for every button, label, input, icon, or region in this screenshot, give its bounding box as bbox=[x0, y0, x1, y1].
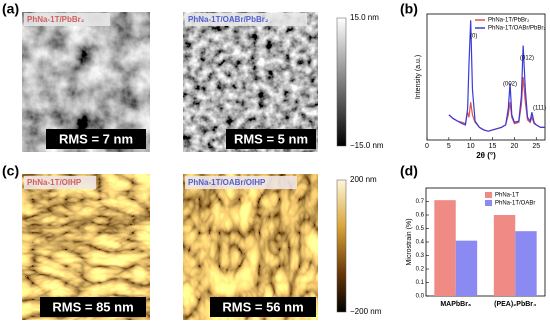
afm-image bbox=[183, 12, 318, 152]
x-tick-label: 10 bbox=[467, 143, 475, 150]
peak-label: (0) bbox=[470, 34, 477, 40]
y-tick-label: 0.0 bbox=[416, 294, 425, 300]
panel-label: (a) bbox=[2, 1, 19, 17]
afm-image bbox=[22, 12, 150, 152]
legend-label: PhNa-1T/OABr bbox=[495, 201, 535, 207]
x-tick-label: 15 bbox=[489, 143, 497, 150]
afm-image bbox=[22, 174, 150, 320]
y-axis-label: Intensity (a.u.) bbox=[415, 55, 422, 99]
y-tick-label: 0.2 bbox=[416, 267, 425, 273]
colorbar bbox=[336, 179, 347, 313]
image-caption: PhNa-1T/PbBr₂ bbox=[27, 15, 85, 24]
y-tick-label: 0.5 bbox=[416, 226, 425, 232]
afm-image bbox=[183, 174, 318, 320]
image-caption: PhNa-1T/OIHP bbox=[27, 178, 82, 187]
bar bbox=[515, 231, 537, 296]
panel-label: (d) bbox=[400, 163, 418, 179]
rms-label: RMS = 7 nm bbox=[59, 131, 133, 146]
bar bbox=[455, 240, 478, 296]
plot-frame bbox=[426, 13, 546, 141]
y-tick-label: 0.1 bbox=[416, 280, 425, 286]
bar bbox=[493, 215, 516, 296]
rms-box bbox=[46, 129, 146, 149]
y-axis-label: Microstrain (%) bbox=[406, 218, 413, 265]
caption-box bbox=[24, 13, 110, 26]
legend-label: PhNa-1T bbox=[495, 193, 519, 199]
rms-label: RMS = 5 nm bbox=[234, 131, 308, 146]
legend-label: PhNa-1T/OABr/PbBr₂ bbox=[488, 26, 546, 32]
y-tick-label: 0.6 bbox=[416, 213, 425, 219]
caption-box bbox=[185, 176, 297, 189]
caption-box bbox=[185, 13, 307, 26]
line-series bbox=[448, 20, 545, 132]
peak-label: (002) bbox=[503, 82, 517, 88]
y-tick-label: 0.7 bbox=[416, 199, 425, 205]
x-tick-label: 0 bbox=[425, 143, 429, 150]
image-caption: PhNa-1T/OABr/OIHP bbox=[188, 178, 266, 187]
rms-box bbox=[226, 129, 316, 149]
legend-label: PhNa-1T/PbBr₂ bbox=[488, 18, 530, 24]
rms-label: RMS = 56 nm bbox=[222, 299, 303, 314]
image-caption: PhNa-1T/OABr/PbBr₂ bbox=[188, 15, 269, 24]
rms-label: RMS = 85 nm bbox=[52, 299, 133, 314]
colorbar-min: −200 nm bbox=[350, 307, 382, 316]
x-axis-label: 2θ (°) bbox=[476, 151, 496, 160]
colorbar bbox=[336, 17, 347, 147]
y-tick-label: 0.3 bbox=[416, 253, 425, 259]
caption-box bbox=[24, 176, 96, 189]
rms-box bbox=[40, 297, 146, 317]
panel-label: (b) bbox=[400, 1, 418, 17]
x-tick-label: MAPbBr₃ bbox=[440, 301, 471, 308]
bar bbox=[434, 200, 456, 296]
x-tick-label: 20 bbox=[511, 143, 519, 150]
rms-box bbox=[210, 297, 316, 317]
x-tick-label: (PEA)₂PbBr₄ bbox=[494, 301, 536, 308]
legend-swatch bbox=[485, 192, 492, 198]
panel-label: (c) bbox=[2, 163, 19, 179]
line-series bbox=[448, 76, 545, 132]
colorbar-max: 15.0 nm bbox=[350, 13, 379, 22]
peak-label: (111) bbox=[533, 106, 546, 112]
peak-label: (012) bbox=[520, 56, 534, 62]
colorbar-min: −15.0 nm bbox=[350, 141, 384, 150]
colorbar-max: 200 nm bbox=[350, 175, 377, 184]
x-tick-label: 5 bbox=[447, 143, 451, 150]
x-tick-label: 25 bbox=[532, 143, 540, 150]
y-tick-label: 0.4 bbox=[416, 240, 425, 246]
legend-swatch bbox=[485, 200, 492, 206]
